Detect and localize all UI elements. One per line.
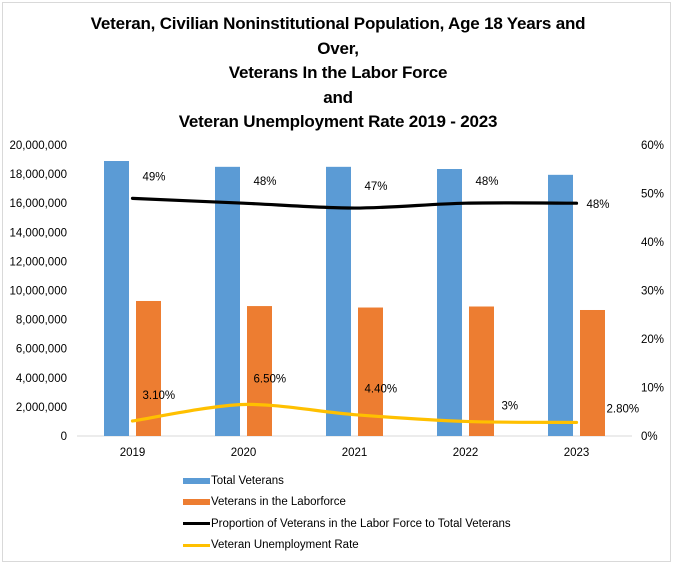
legend-label: Total Veterans	[211, 474, 284, 487]
bar-veterans-in-laborforce	[580, 309, 605, 436]
data-label-proportion: 48%	[476, 176, 499, 188]
left-axis-tick-label: 8,000,000	[16, 315, 67, 327]
x-axis-tick-label: 2019	[120, 447, 146, 459]
chart-title-line-1: Veteran, Civilian Noninstitutional Popul…	[90, 14, 586, 33]
right-axis-tick-label: 60%	[641, 140, 664, 152]
x-axis-tick-label: 2023	[564, 447, 590, 459]
legend-item-unemployment-rate: Veteran Unemployment Rate	[183, 535, 511, 557]
data-label-proportion: 48%	[254, 176, 277, 188]
line-unemployment-rate	[130, 402, 579, 425]
right-axis-tick-label: 0%	[641, 431, 658, 443]
line-proportion-labor-force	[130, 196, 579, 210]
left-axis-ticks: 0 2,000,000 4,000,000 6,000,000 8,000,000 10,…	[9, 140, 67, 443]
chart-title-line-2: Over,	[317, 38, 359, 58]
left-axis-tick-label: 14,000,000	[9, 227, 67, 239]
bar-total-veterans	[215, 166, 240, 436]
legend: Total Veterans Veterans in the Laborforc…	[183, 470, 511, 556]
bar-total-veterans	[104, 161, 129, 436]
right-axis-tick-label: 10%	[641, 383, 664, 395]
data-label-unemployment-rate: 3.10%	[143, 390, 176, 402]
left-axis-tick-label: 0	[61, 431, 67, 443]
left-axis-tick-label: 18,000,000	[9, 169, 67, 181]
data-labels: 49% 48% 47% 48% 48% 3.10% 6.50% 4.40% 3% 2.80%	[143, 171, 640, 415]
legend-item-veterans-in-laborforce: Veterans in the Laborforce	[183, 492, 511, 514]
left-axis-tick-label: 16,000,000	[9, 198, 67, 210]
legend-label: Proportion of Veterans in the Labor Forc…	[211, 517, 511, 530]
right-axis-tick-label: 40%	[641, 237, 664, 249]
chart-title-line-3: Veterans In the Labor Force	[228, 63, 448, 82]
legend-swatch-proportion	[183, 522, 210, 526]
x-axis-tick-label: 2021	[342, 447, 368, 459]
data-label-proportion: 48%	[587, 199, 610, 211]
bars	[104, 161, 605, 436]
chart-title-line-4: and	[323, 87, 353, 107]
x-axis-tick-label: 2020	[231, 447, 257, 459]
legend-label: Veteran Unemployment Rate	[211, 539, 359, 552]
data-label-unemployment-rate: 3%	[502, 400, 519, 412]
left-axis-tick-label: 12,000,000	[9, 256, 67, 268]
left-axis-tick-label: 10,000,000	[9, 286, 67, 298]
bar-veterans-in-laborforce	[469, 306, 494, 436]
data-label-unemployment-rate: 6.50%	[254, 373, 287, 385]
left-axis-tick-label: 4,000,000	[16, 373, 67, 385]
legend-item-total-veterans: Total Veterans	[183, 470, 511, 492]
bar-veterans-in-laborforce	[247, 306, 272, 436]
bar-total-veterans	[326, 166, 351, 436]
left-axis-tick-label: 20,000,000	[9, 140, 67, 152]
bar-total-veterans	[437, 169, 462, 436]
data-label-unemployment-rate: 2.80%	[607, 403, 640, 415]
chart-title-line-5: Veteran Unemployment Rate 2019 - 2023	[178, 112, 498, 131]
bar-veterans-in-laborforce	[136, 300, 161, 436]
lines	[130, 196, 579, 425]
right-axis-tick-label: 20%	[641, 334, 664, 346]
x-axis-ticks: 2019 2020 2021 2022 2023	[120, 447, 590, 459]
legend-label: Veterans in the Laborforce	[211, 496, 346, 509]
left-axis-tick-label: 2,000,000	[16, 402, 67, 414]
right-axis-tick-label: 50%	[641, 189, 664, 201]
legend-swatch-veterans-in-laborforce	[183, 499, 210, 506]
right-axis-ticks: 0% 10% 20% 30% 40% 50% 60%	[641, 140, 664, 443]
legend-item-proportion: Proportion of Veterans in the Labor Forc…	[183, 513, 511, 535]
left-axis-tick-label: 6,000,000	[16, 344, 67, 356]
chart-title: Veteran, Civilian Noninstitutional Popul…	[0, 12, 676, 135]
right-axis-tick-label: 30%	[641, 286, 664, 298]
legend-swatch-unemployment-rate	[183, 543, 210, 547]
legend-swatch-total-veterans	[183, 477, 210, 484]
data-label-proportion: 47%	[365, 181, 388, 193]
x-axis-tick-label: 2022	[453, 447, 479, 459]
data-label-proportion: 49%	[143, 171, 166, 183]
bar-total-veterans	[548, 174, 573, 436]
data-label-unemployment-rate: 4.40%	[365, 384, 398, 396]
